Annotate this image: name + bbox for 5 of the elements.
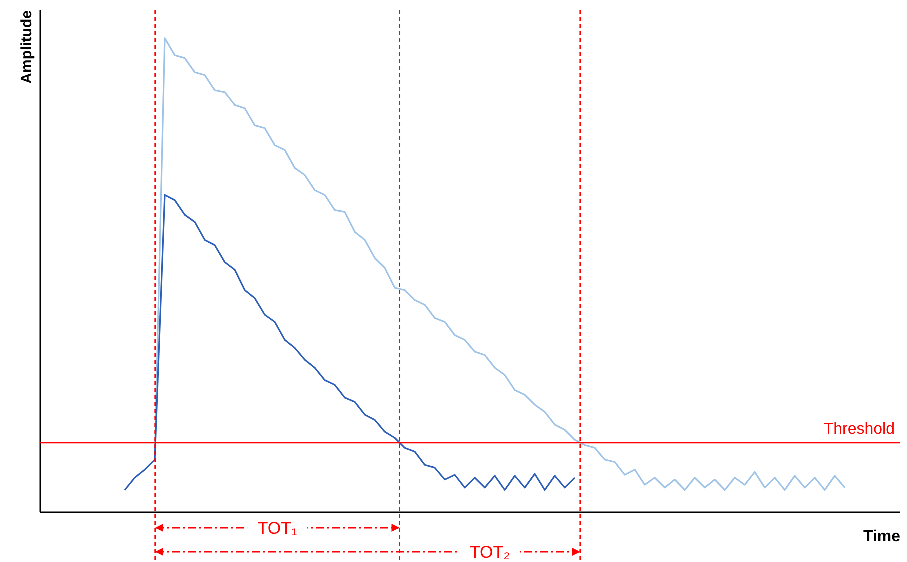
y-axis-title: Amplitude [18, 10, 36, 84]
ref-line-label: Threshold [824, 420, 895, 438]
x-axis-title: Time [863, 528, 901, 546]
text: TOT₁ [258, 519, 298, 538]
text: TOT₂ [470, 543, 510, 562]
